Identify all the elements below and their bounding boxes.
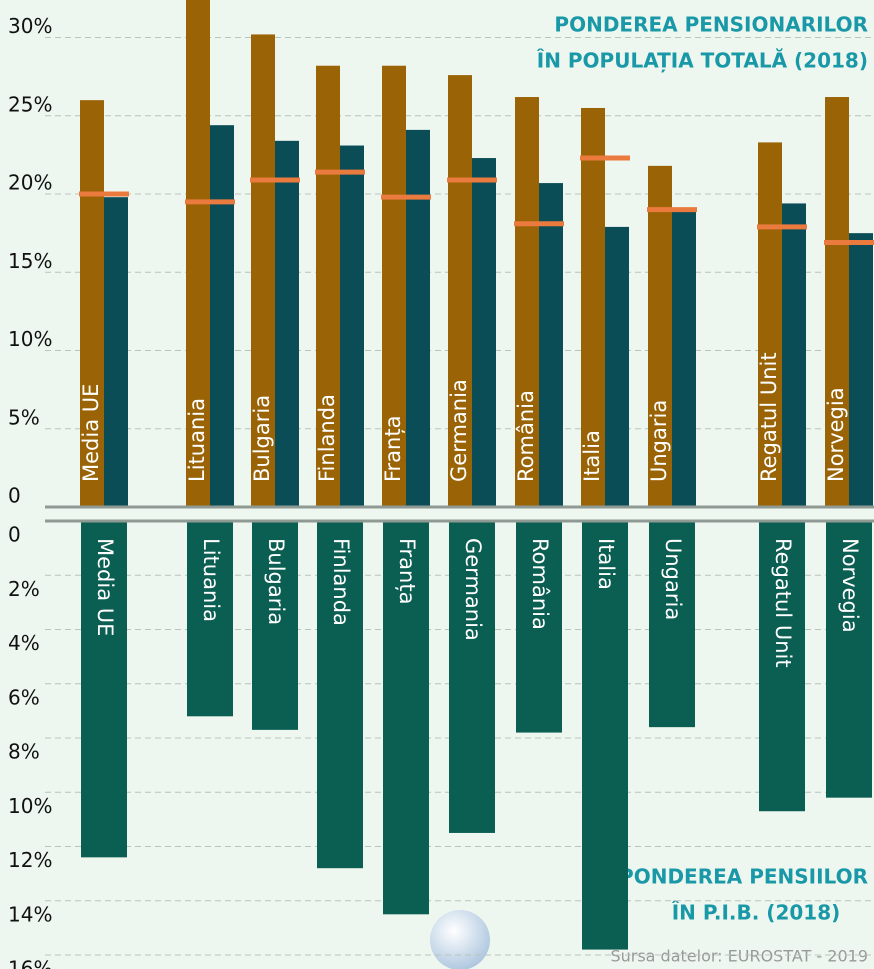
category-label: Bulgaria	[250, 395, 274, 482]
category-label: Regatul Unit	[771, 538, 795, 668]
y-tick-label: 8%	[8, 740, 40, 764]
decoration	[430, 910, 490, 969]
category-label: Finlanda	[329, 538, 353, 626]
category-label: Lituania	[199, 538, 223, 622]
bar	[210, 125, 234, 507]
category-label: Ungaria	[647, 400, 671, 482]
category-label: România	[528, 538, 552, 630]
category-label: Italia	[580, 430, 604, 482]
category-label: Norvegia	[824, 387, 848, 482]
category-label: Media UE	[79, 384, 103, 482]
category-label: Bulgaria	[264, 538, 288, 625]
y-tick-label: 10%	[8, 327, 52, 351]
top-title: PONDEREA PENSIONARILOR	[554, 13, 868, 37]
bottom-title: ÎN P.I.B. (2018)	[672, 901, 841, 925]
y-tick-label: 4%	[8, 631, 40, 655]
bottom-title: PONDEREA PENSIILOR	[619, 865, 868, 889]
y-tick-label: 2%	[8, 577, 40, 601]
category-label: Ungaria	[661, 538, 685, 620]
bar	[849, 233, 873, 507]
y-tick-label: 14%	[8, 902, 52, 926]
bar	[539, 183, 563, 507]
top-title: ÎN POPULAȚIA TOTALĂ (2018)	[537, 49, 868, 73]
category-label: Norvegia	[838, 538, 862, 633]
category-label: Regatul Unit	[757, 352, 781, 482]
category-label: Media UE	[93, 538, 117, 636]
category-label: Germania	[447, 379, 471, 482]
y-tick-label: 0	[8, 523, 21, 547]
bar	[340, 146, 364, 507]
bar	[104, 197, 128, 507]
infographic: PONDEREA PENSIONARILOR ÎN POPULAȚIA TOTA…	[0, 0, 874, 969]
y-tick-label: 10%	[8, 794, 52, 818]
bar	[672, 210, 696, 507]
category-label: Finlanda	[315, 394, 339, 482]
y-tick-label: 30%	[8, 14, 52, 38]
bar	[472, 158, 496, 507]
y-tick-label: 12%	[8, 848, 52, 872]
y-tick-label: 0	[8, 484, 21, 508]
y-tick-label: 6%	[8, 685, 40, 709]
bar	[605, 227, 629, 507]
y-tick-label: 5%	[8, 405, 40, 429]
category-label: Lituania	[185, 398, 209, 482]
category-label: Franța	[381, 416, 405, 482]
source: Sursa datelor: EUROSTAT - 2019	[610, 947, 868, 966]
bar	[275, 141, 299, 507]
category-label: Germania	[461, 538, 485, 641]
category-label: Italia	[594, 538, 618, 590]
y-tick-label: 15%	[8, 249, 52, 273]
y-tick-label: 25%	[8, 92, 52, 116]
bar	[782, 203, 806, 507]
y-tick-label: 16%	[8, 957, 52, 969]
background	[0, 0, 874, 969]
y-tick-label: 20%	[8, 171, 52, 195]
category-label: România	[514, 390, 538, 482]
bar	[406, 130, 430, 507]
category-label: Franța	[395, 538, 419, 604]
